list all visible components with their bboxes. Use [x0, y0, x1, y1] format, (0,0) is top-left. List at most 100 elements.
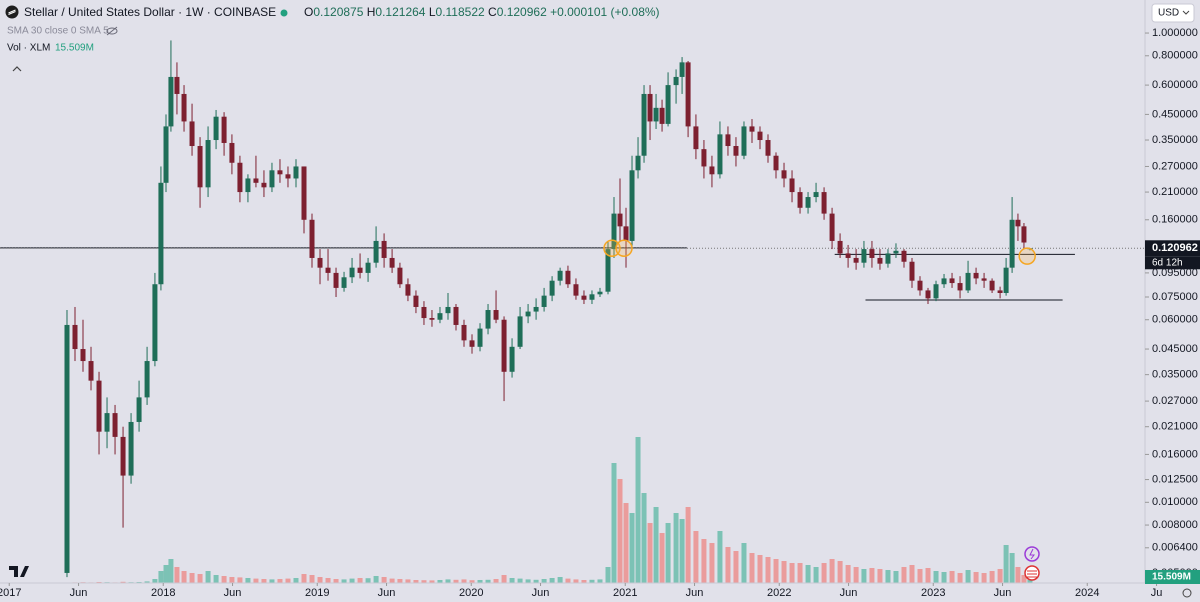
currency-caret[interactable]: [1182, 10, 1190, 15]
alert-icon-bolt[interactable]: [1029, 548, 1035, 560]
candle-body: [128, 421, 134, 476]
volume-bar: [517, 578, 523, 583]
candle-body: [1015, 219, 1021, 227]
candle-body: [557, 270, 563, 281]
price-tag: [1145, 240, 1200, 257]
volume-bar: [925, 568, 931, 583]
candle-body: [341, 277, 347, 288]
candle-body: [565, 270, 571, 285]
volume-bar: [413, 580, 419, 583]
x-tick-label: Jun: [532, 587, 550, 599]
y-tick-label: 0.075000: [1152, 291, 1198, 303]
currency-select[interactable]: [1151, 3, 1195, 23]
candle-body: [901, 250, 907, 262]
alert-icon[interactable]: [1024, 546, 1040, 562]
candle-body: [805, 197, 811, 208]
volume-bar: [453, 579, 459, 583]
volume-bar: [773, 559, 779, 583]
volume-bar: [541, 579, 547, 583]
candle-body: [635, 155, 641, 171]
candle-body: [581, 295, 587, 300]
candle-body: [96, 380, 102, 432]
volume-bar: [765, 557, 771, 583]
y-tick-label: 0.016000: [1152, 448, 1198, 460]
candle-body: [168, 76, 174, 127]
price-scale: [1145, 0, 1200, 602]
candle-body: [573, 284, 579, 296]
volume-bar: [781, 561, 787, 583]
volume-bar: [1015, 567, 1021, 583]
logo[interactable]: [9, 566, 29, 577]
candle-body: [781, 170, 787, 179]
x-tick-label: Jun: [686, 587, 704, 599]
volume-bar: [349, 578, 355, 583]
candle-body: [541, 295, 547, 307]
volume-bar: [245, 578, 251, 583]
volume-bar: [837, 561, 843, 583]
candle-body: [789, 178, 795, 193]
x-tick-label: 2017: [0, 587, 21, 599]
volume-bar: [421, 580, 427, 583]
volume-bar: [309, 575, 315, 583]
volume-bar: [333, 579, 339, 583]
volume-bar: [693, 531, 699, 583]
volume-bar: [617, 479, 623, 583]
volume-bar: [285, 578, 291, 583]
volume-bar: [365, 578, 371, 583]
volume-bar: [733, 551, 739, 583]
candle-body: [64, 324, 70, 573]
collapse-button[interactable]: [12, 66, 22, 72]
volume-bar: [869, 568, 875, 583]
indicator-legend[interactable]: SMA 30 close 0 SMA 5: [7, 26, 109, 37]
candle-body: [653, 107, 659, 122]
candle-body: [509, 346, 515, 372]
volume-legend[interactable]: Vol · XLM: [7, 43, 50, 54]
ohlc-value: 0.120875: [313, 5, 363, 19]
candle-body: [869, 249, 875, 258]
event-icon[interactable]: [1024, 565, 1040, 581]
volume-bar: [941, 572, 947, 583]
volume-bar: [821, 563, 827, 583]
volume-bar: [181, 571, 187, 583]
candle-body: [421, 306, 427, 319]
annotation-circle: [603, 239, 621, 258]
volume-bar: [461, 579, 467, 583]
event-icon-flag[interactable]: [1027, 570, 1037, 578]
volume-bar: [469, 580, 475, 583]
candle-body: [1021, 226, 1027, 243]
hide-icon[interactable]: [106, 26, 118, 36]
ohlc-label: L: [429, 5, 436, 19]
candle-body: [989, 280, 995, 291]
volume-bar: [381, 577, 387, 583]
x-tick-label: 2024: [1075, 587, 1099, 599]
candle-body: [1009, 219, 1015, 268]
candle-body: [309, 219, 315, 258]
candle-body: [181, 93, 187, 122]
candle-body: [957, 283, 963, 291]
y-tick-label: 0.060000: [1152, 314, 1198, 326]
candle-body: [158, 182, 164, 285]
candle-body: [120, 436, 126, 476]
settings-icon[interactable]: [1182, 588, 1192, 598]
y-tick-label: 0.045000: [1152, 343, 1198, 355]
volume-bar: [525, 579, 531, 583]
candle-body: [797, 192, 803, 208]
candle-body: [469, 340, 475, 347]
y-tick-label: 0.021000: [1152, 421, 1198, 433]
price-tag-label: 0.120962: [1152, 242, 1198, 254]
volume-bar: [797, 563, 803, 583]
volume-bar: [549, 578, 555, 583]
volume-bar: [957, 573, 963, 583]
y-tick-label: 0.450000: [1152, 108, 1198, 120]
candle-body: [909, 261, 915, 281]
volume-bar: [557, 577, 563, 583]
countdown-tag: [1145, 256, 1200, 270]
volume-bar: [717, 531, 723, 583]
currency-label[interactable]: USD: [1158, 8, 1179, 19]
x-tick-label: Jun: [224, 587, 242, 599]
volume-tag-label: 15.509M: [1152, 572, 1191, 583]
candle-body: [485, 310, 491, 329]
candle-body: [88, 361, 94, 381]
volume-bar: [213, 575, 219, 583]
candle-body: [112, 413, 118, 437]
